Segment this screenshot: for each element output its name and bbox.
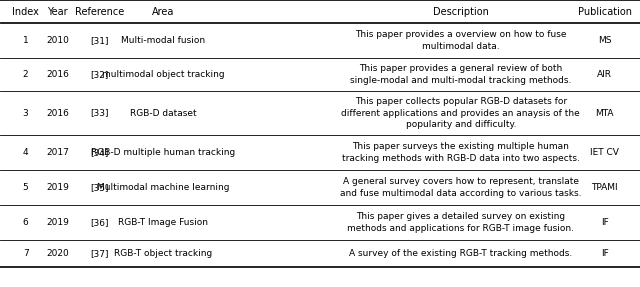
Text: RGB-T object tracking: RGB-T object tracking <box>114 249 212 258</box>
Text: This paper collects popular RGB-D datasets for
different applications and provid: This paper collects popular RGB-D datase… <box>341 97 580 129</box>
Text: Year: Year <box>47 7 68 17</box>
Text: IET CV: IET CV <box>590 148 620 157</box>
Text: multimodal object tracking: multimodal object tracking <box>102 70 225 79</box>
Text: [32]: [32] <box>90 70 108 79</box>
Text: 2019: 2019 <box>46 183 69 192</box>
Text: This paper gives a detailed survey on existing
methods and applications for RGB-: This paper gives a detailed survey on ex… <box>348 212 574 232</box>
Text: [33]: [33] <box>90 108 108 117</box>
Text: Index: Index <box>12 7 39 17</box>
Text: TPAMI: TPAMI <box>591 183 618 192</box>
Text: IF: IF <box>601 218 609 227</box>
Text: [36]: [36] <box>90 218 108 227</box>
Text: IF: IF <box>601 249 609 258</box>
Text: 2016: 2016 <box>46 108 69 117</box>
Text: 2019: 2019 <box>46 218 69 227</box>
Text: This paper provides a overview on how to fuse
multimodal data.: This paper provides a overview on how to… <box>355 30 566 51</box>
Text: 2: 2 <box>23 70 28 79</box>
Text: 5: 5 <box>23 183 28 192</box>
Text: MTA: MTA <box>596 108 614 117</box>
Text: [34]: [34] <box>90 148 108 157</box>
Text: RGB-T Image Fusion: RGB-T Image Fusion <box>118 218 208 227</box>
Text: [35]: [35] <box>90 183 108 192</box>
Text: 2020: 2020 <box>46 249 69 258</box>
Text: 4: 4 <box>23 148 28 157</box>
Text: RGB-D multiple human tracking: RGB-D multiple human tracking <box>91 148 236 157</box>
Text: This paper provides a general review of both
single-modal and multi-modal tracki: This paper provides a general review of … <box>350 65 572 85</box>
Text: AIR: AIR <box>597 70 612 79</box>
Text: 6: 6 <box>23 218 28 227</box>
Text: Area: Area <box>152 7 174 17</box>
Text: 2017: 2017 <box>46 148 69 157</box>
Text: Multimodal machine learning: Multimodal machine learning <box>97 183 230 192</box>
Text: Reference: Reference <box>75 7 124 17</box>
Text: RGB-D dataset: RGB-D dataset <box>130 108 196 117</box>
Text: [37]: [37] <box>90 249 108 258</box>
Text: 3: 3 <box>23 108 28 117</box>
Text: MS: MS <box>598 36 612 45</box>
Text: Publication: Publication <box>578 7 632 17</box>
Text: 7: 7 <box>23 249 28 258</box>
Text: A general survey covers how to represent, translate
and fuse multimodal data acc: A general survey covers how to represent… <box>340 177 582 197</box>
Text: 2016: 2016 <box>46 70 69 79</box>
Text: 2010: 2010 <box>46 36 69 45</box>
Text: Multi-modal fusion: Multi-modal fusion <box>121 36 205 45</box>
Text: [31]: [31] <box>90 36 108 45</box>
Text: This paper surveys the existing multiple human
tracking methods with RGB-D data : This paper surveys the existing multiple… <box>342 142 580 162</box>
Text: Description: Description <box>433 7 489 17</box>
Text: 1: 1 <box>23 36 28 45</box>
Text: A survey of the existing RGB-T tracking methods.: A survey of the existing RGB-T tracking … <box>349 249 572 258</box>
